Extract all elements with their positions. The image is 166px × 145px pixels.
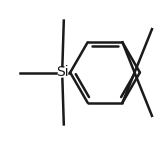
Text: Si: Si bbox=[56, 66, 69, 79]
